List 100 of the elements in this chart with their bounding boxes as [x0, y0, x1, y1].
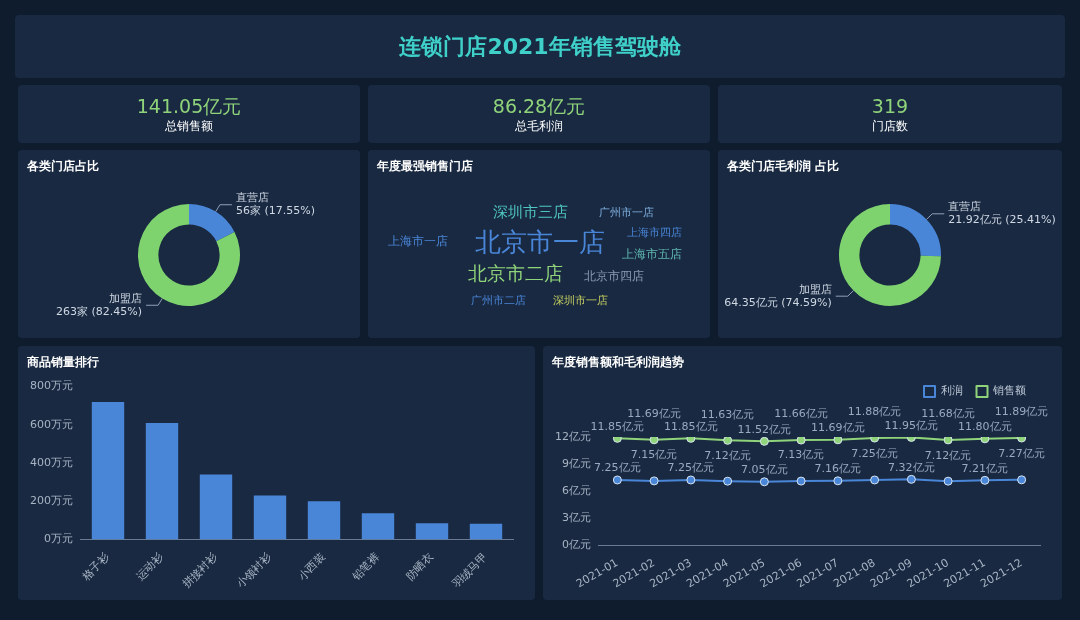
- point: [723, 437, 733, 445]
- point: [870, 475, 880, 485]
- y-tick-label: 800万元: [30, 379, 73, 393]
- text: 连锁门店2021年销售驾驶舱: [399, 32, 681, 61]
- category-label: 广州市一店: [598, 204, 654, 220]
- data-label: 11.85亿元: [590, 419, 645, 433]
- x-tick-label: 格子衫: [78, 550, 113, 584]
- data-label: 7.27亿元: [998, 447, 1045, 461]
- data-label: 263家 (82.45%): [56, 304, 143, 318]
- point: [906, 474, 916, 484]
- bar: [91, 401, 125, 540]
- text: 141.05亿元: [136, 94, 242, 118]
- text: 年度最强销售门店: [377, 158, 473, 175]
- category-label: 上海市五店: [622, 245, 682, 263]
- y-tick-label: 9亿元: [562, 457, 591, 471]
- category-label: 深圳市三店: [492, 202, 568, 222]
- text: 86.28亿元: [492, 94, 586, 118]
- text: 总销售额: [165, 118, 213, 134]
- data-label: 11.95亿元: [884, 418, 939, 432]
- point: [686, 475, 696, 485]
- x-tick-label: 运动衫: [133, 550, 167, 583]
- point: [723, 476, 733, 486]
- chart-title: 商品销量排行: [27, 354, 99, 371]
- y-tick-label: 0亿元: [562, 538, 591, 552]
- category-label: 广州市二店: [470, 292, 526, 308]
- x-tick-label: 防晒衣: [403, 550, 437, 583]
- point: [943, 476, 953, 486]
- text: 门店数: [872, 118, 908, 134]
- y-tick-label: 600万元: [30, 417, 73, 431]
- point: [980, 437, 990, 444]
- point: [759, 437, 769, 446]
- point: [649, 476, 659, 486]
- data-label: 7.12亿元: [704, 448, 751, 462]
- x-tick-label: 拼接衬衫: [179, 550, 221, 591]
- data-label: 11.80亿元: [958, 420, 1012, 434]
- chart-title: 各类门店占比: [27, 158, 99, 175]
- point: [833, 476, 843, 486]
- legend-label: 销售额: [992, 384, 1026, 398]
- bar: [361, 513, 395, 540]
- x-tick-label: 铅笔裤: [348, 550, 383, 584]
- y-tick-label: 400万元: [30, 455, 73, 469]
- category-label: 深圳市一店: [552, 292, 608, 308]
- point: [759, 477, 769, 487]
- point: [796, 437, 806, 445]
- data-label: 21.92亿元 (25.41%): [948, 213, 1056, 227]
- bar: [145, 422, 179, 540]
- category-label: 北京市四店: [584, 267, 644, 285]
- bar: [307, 501, 341, 540]
- y-tick-label: 3亿元: [562, 511, 591, 525]
- data-label: 11.63亿元: [700, 407, 755, 421]
- data-label: 7.25亿元: [594, 461, 641, 475]
- slice-label: 直营店: [948, 200, 982, 214]
- bar: [415, 523, 449, 540]
- x-tick-label: 小西装: [295, 550, 329, 583]
- category-label: 北京市一店: [475, 225, 605, 259]
- data-label: 7.25亿元: [667, 461, 715, 475]
- slice-label: 加盟店: [798, 282, 832, 296]
- bar: [469, 523, 503, 540]
- x-tick-label: 小领衬衫: [233, 550, 275, 591]
- y-tick-label: 200万元: [30, 494, 73, 508]
- slice-label: 直营店: [235, 191, 269, 205]
- data-label: 11.69亿元: [811, 421, 865, 435]
- text: 319: [871, 94, 909, 118]
- text: 总毛利润: [515, 118, 563, 134]
- data-label: 7.12亿元: [924, 448, 972, 462]
- point: [1017, 475, 1027, 485]
- data-label: 7.21亿元: [961, 461, 1009, 475]
- data-label: 11.89亿元: [994, 405, 1049, 419]
- point: [796, 476, 806, 486]
- data-label: 7.05亿元: [741, 463, 788, 477]
- category-label: 上海市四店: [626, 224, 682, 240]
- x-tick-label: 羽绒马甲: [449, 550, 491, 591]
- y-tick-label: 0万元: [44, 532, 73, 546]
- slice-label: 加盟店: [109, 291, 143, 305]
- bar: [253, 495, 287, 540]
- bar: [199, 474, 233, 540]
- chart-title: 年度销售额和毛利润趋势: [552, 354, 684, 371]
- data-label: 7.32亿元: [888, 460, 935, 474]
- data-label: 11.85亿元: [664, 419, 718, 433]
- data-label: 11.88亿元: [847, 405, 902, 419]
- data-label: 64.35亿元 (74.59%): [724, 295, 832, 309]
- data-label: 7.13亿元: [777, 448, 825, 462]
- data-label: 11.69亿元: [627, 407, 681, 421]
- point: [943, 437, 953, 445]
- data-label: 7.16亿元: [814, 462, 862, 476]
- point: [649, 437, 659, 445]
- data-label: 11.68亿元: [921, 407, 975, 421]
- category-label: 北京市二店: [467, 261, 563, 286]
- point: [612, 475, 622, 485]
- point: [833, 437, 843, 445]
- category-label: 上海市一店: [388, 232, 448, 250]
- data-label: 11.52亿元: [737, 422, 792, 436]
- data-label: 7.25亿元: [851, 447, 898, 461]
- y-tick-label: 6亿元: [562, 484, 591, 498]
- data-label: 56家 (17.55%): [235, 204, 315, 218]
- chart-title: 各类门店毛利润 占比: [727, 158, 840, 175]
- data-label: 7.15亿元: [630, 448, 678, 462]
- point: [980, 475, 990, 485]
- legend-label: 利润: [940, 384, 963, 398]
- data-label: 11.66亿元: [774, 407, 828, 421]
